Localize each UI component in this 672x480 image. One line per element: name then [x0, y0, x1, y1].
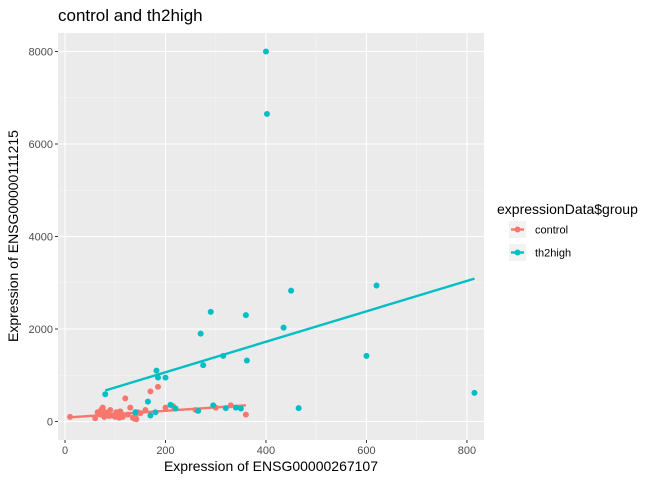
- x-axis-ticks: 0 200 400 600 800: [62, 440, 476, 457]
- data-point-control: [119, 413, 126, 420]
- data-point-control: [154, 383, 161, 390]
- data-point-th2high: [242, 312, 249, 319]
- x-tick-label: 0: [62, 445, 68, 457]
- x-tick-label: 400: [257, 445, 275, 457]
- data-point-th2high: [147, 412, 154, 419]
- data-point-control: [107, 406, 114, 413]
- data-point-th2high: [207, 308, 214, 315]
- data-point-th2high: [222, 405, 229, 412]
- data-point-control: [242, 411, 249, 418]
- y-tick-label: 4000: [29, 232, 53, 244]
- data-point-th2high: [210, 402, 217, 409]
- data-point-th2high: [263, 110, 270, 117]
- y-tick-label: 8000: [29, 47, 53, 59]
- data-point-th2high: [262, 48, 269, 55]
- trend-line-th2high: [104, 277, 475, 392]
- data-point-control: [137, 410, 144, 417]
- y-tick-label: 2000: [29, 324, 53, 336]
- y-tick-label: 6000: [29, 139, 53, 151]
- legend-item-control: control: [509, 221, 568, 238]
- legend-item-th2high: th2high: [509, 244, 571, 261]
- x-tick-label: 600: [357, 445, 375, 457]
- y-axis-ticks: 0 2000 4000 6000 8000: [29, 47, 58, 429]
- data-point-th2high: [195, 407, 202, 414]
- data-points: [67, 48, 478, 423]
- legend-title: expressionData$group: [497, 201, 638, 217]
- data-point-control: [122, 395, 129, 402]
- data-point-th2high: [243, 357, 250, 364]
- data-point-th2high: [373, 282, 380, 289]
- data-point-th2high: [132, 409, 139, 416]
- data-point-control: [142, 406, 149, 413]
- data-point-th2high: [232, 404, 239, 411]
- x-axis-title: Expression of ENSG00000267107: [164, 458, 378, 474]
- data-point-th2high: [102, 391, 109, 398]
- legend-label: th2high: [535, 248, 571, 260]
- x-tick-label: 800: [458, 445, 476, 457]
- data-point-control: [124, 411, 131, 418]
- data-point-th2high: [152, 409, 159, 416]
- data-point-th2high: [363, 352, 370, 359]
- data-point-th2high: [288, 287, 295, 294]
- data-point-control: [99, 404, 106, 411]
- y-axis-title: Expression of ENSG00000111215: [5, 130, 21, 342]
- data-point-control: [162, 404, 169, 411]
- chart-title: control and th2high: [58, 6, 203, 25]
- data-point-th2high: [162, 374, 169, 381]
- data-point-control: [133, 416, 140, 423]
- data-point-th2high: [200, 362, 207, 369]
- data-point-th2high: [167, 401, 174, 408]
- data-point-th2high: [237, 405, 244, 412]
- data-point-control: [92, 415, 99, 422]
- data-point-control: [227, 402, 234, 409]
- data-point-th2high: [154, 374, 161, 381]
- data-point-th2high: [144, 398, 151, 405]
- legend-key-point: [514, 226, 521, 233]
- y-tick-label: 0: [47, 417, 53, 429]
- data-point-control: [67, 413, 74, 420]
- legend-key-point: [514, 249, 521, 256]
- x-tick-label: 200: [156, 445, 174, 457]
- legend: expressionData$group control th2high: [497, 201, 638, 261]
- data-point-th2high: [220, 352, 227, 359]
- data-point-th2high: [153, 367, 160, 374]
- data-point-th2high: [295, 405, 302, 412]
- legend-label: control: [535, 225, 568, 237]
- data-point-th2high: [280, 324, 287, 331]
- data-point-control: [127, 404, 134, 411]
- data-point-th2high: [471, 389, 478, 396]
- data-point-th2high: [172, 405, 179, 412]
- data-point-control: [147, 388, 154, 395]
- data-point-th2high: [197, 330, 204, 337]
